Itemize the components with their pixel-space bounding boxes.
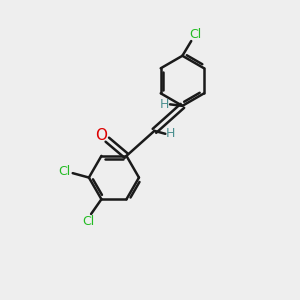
Text: H: H bbox=[166, 127, 175, 140]
Text: Cl: Cl bbox=[190, 28, 202, 41]
Text: Cl: Cl bbox=[58, 165, 71, 178]
Text: O: O bbox=[95, 128, 107, 143]
Text: H: H bbox=[160, 98, 169, 111]
Text: Cl: Cl bbox=[82, 215, 94, 228]
